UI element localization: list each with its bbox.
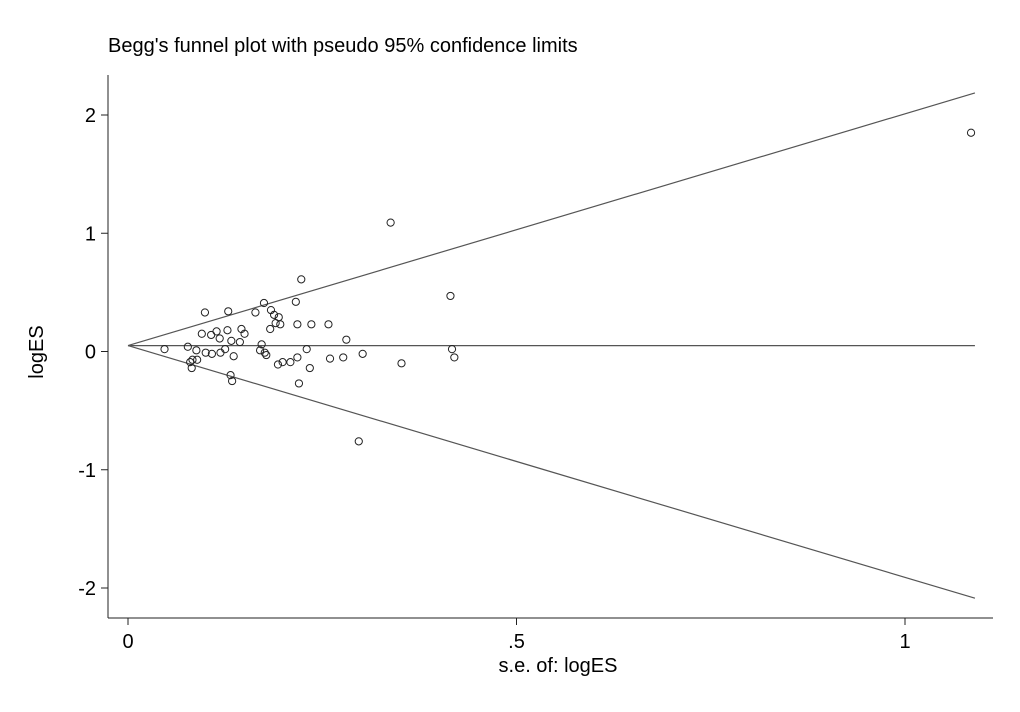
y-tick-label: 2: [85, 105, 96, 127]
study-point: [302, 345, 311, 354]
study-point: [228, 376, 237, 386]
study-point: [207, 330, 216, 340]
y-axis-ticks: 2 1 0 -1 -2: [78, 105, 108, 600]
study-point: [188, 355, 197, 364]
study-point: [397, 359, 406, 368]
study-point: [278, 358, 287, 367]
study-point: [339, 353, 348, 362]
y-tick-label: -2: [78, 578, 96, 600]
study-point: [215, 334, 224, 343]
x-tick-label: 0: [122, 631, 133, 653]
study-point: [266, 324, 275, 334]
study-point: [293, 353, 302, 362]
study-point: [226, 371, 235, 380]
study-point: [197, 329, 206, 338]
study-point: [966, 128, 976, 137]
study-point: [286, 358, 295, 367]
study-point: [192, 346, 201, 355]
study-point: [447, 345, 457, 354]
study-point: [224, 307, 233, 316]
study-point: [240, 329, 249, 338]
study-point: [354, 437, 363, 446]
study-point: [216, 348, 225, 357]
study-point: [183, 342, 192, 351]
study-point: [221, 345, 230, 354]
study-point: [201, 348, 210, 357]
plot-region: [107, 75, 993, 619]
study-point: [325, 354, 335, 363]
study-point: [186, 358, 195, 367]
study-point: [235, 337, 244, 347]
study-point: [255, 346, 265, 355]
study-point: [293, 320, 302, 329]
study-point: [187, 363, 196, 373]
study-point: [297, 275, 306, 284]
study-point: [291, 297, 300, 306]
study-point: [324, 320, 333, 329]
upper-confidence-limit: [127, 92, 976, 347]
study-point: [262, 350, 271, 360]
study-point: [207, 349, 217, 358]
chart-title: Begg's funnel plot with pseudo 95% confi…: [108, 35, 578, 57]
study-point: [305, 363, 314, 373]
study-point: [260, 348, 269, 357]
y-tick-label: 0: [85, 342, 96, 364]
study-point: [386, 218, 395, 227]
study-point: [269, 310, 279, 319]
study-point: [257, 340, 266, 349]
study-point: [229, 352, 238, 361]
study-point: [342, 335, 351, 344]
study-point: [276, 320, 285, 329]
x-axis-title: s.e. of: logES: [499, 655, 618, 677]
study-point: [193, 355, 202, 364]
y-axis-title: logES: [26, 325, 48, 378]
x-tick-label: 1: [899, 631, 910, 653]
study-point: [450, 353, 459, 362]
study-point: [200, 308, 210, 317]
study-point: [223, 326, 232, 335]
study-point: [307, 320, 316, 329]
study-point: [160, 345, 169, 354]
study-point: [227, 336, 236, 345]
study-point: [294, 379, 304, 388]
study-point: [259, 298, 269, 308]
study-point: [446, 291, 455, 301]
study-point: [273, 360, 283, 369]
y-tick-label: -1: [78, 460, 96, 482]
lower-confidence-limit: [127, 345, 976, 599]
study-point: [212, 327, 221, 336]
study-point: [251, 308, 260, 317]
x-axis-ticks: 0.5 1: [122, 618, 911, 653]
study-point: [358, 349, 367, 358]
x-tick-label: .5: [508, 631, 525, 653]
y-tick-label: 1: [85, 223, 96, 245]
